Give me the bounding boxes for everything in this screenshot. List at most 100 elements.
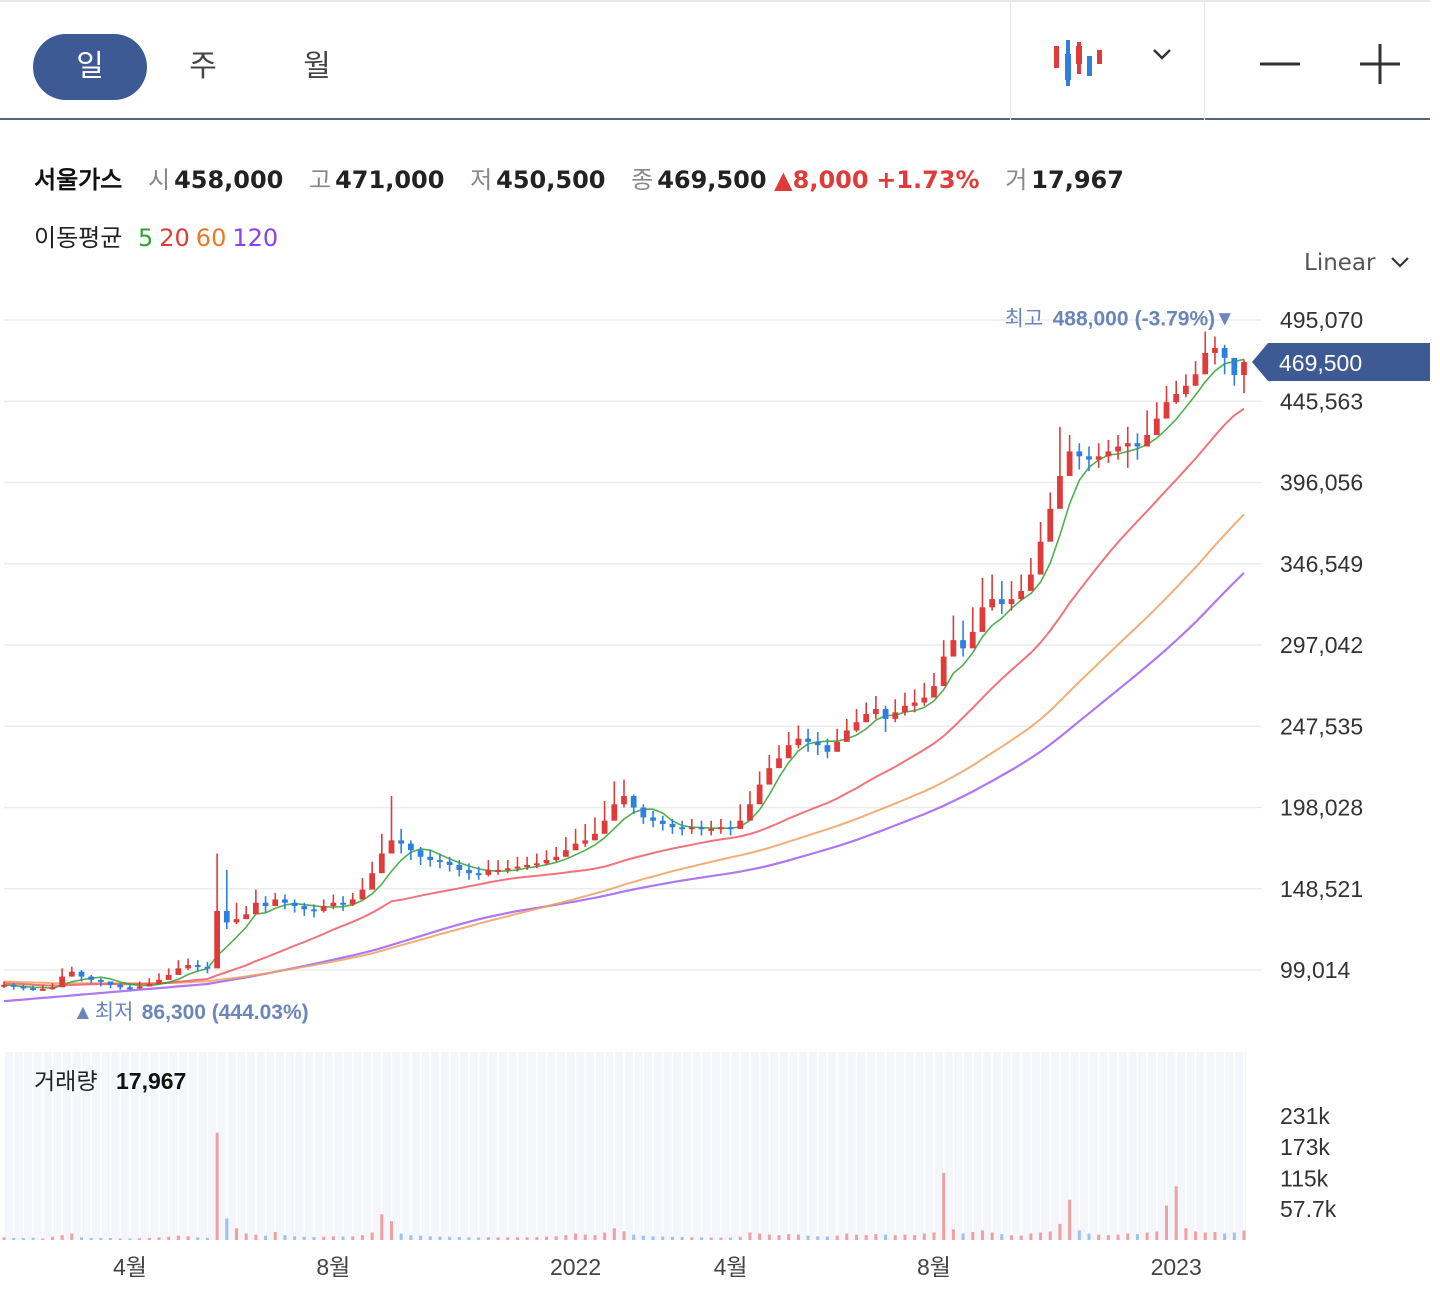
- candle: [843, 718, 850, 742]
- candle-body: [311, 909, 317, 912]
- candle-body: [747, 804, 753, 821]
- candle: [78, 970, 85, 982]
- candle: [378, 833, 385, 874]
- volume-bar: [225, 1218, 229, 1240]
- candle: [1192, 361, 1199, 386]
- volume-bar: [215, 1132, 219, 1240]
- volume-bar: [477, 1237, 481, 1240]
- volume-bar: [467, 1237, 471, 1240]
- candle-body: [495, 869, 501, 872]
- candle-icon[interactable]: [1046, 32, 1106, 92]
- candle: [156, 973, 162, 984]
- volume-bar: [50, 1236, 54, 1240]
- candle-body: [185, 965, 191, 969]
- period-tab[interactable]: 주: [189, 49, 217, 84]
- candle-body: [572, 843, 579, 851]
- chevron-down-icon[interactable]: [1150, 42, 1174, 66]
- candle: [20, 984, 27, 991]
- candle-body: [998, 599, 1005, 605]
- candle-body: [388, 840, 395, 854]
- candle: [1027, 558, 1034, 591]
- volume-bar: [884, 1234, 888, 1240]
- candle: [533, 853, 540, 869]
- volume-bar: [932, 1232, 936, 1240]
- candle: [223, 869, 230, 929]
- candle: [679, 820, 686, 836]
- candle-body: [68, 971, 75, 977]
- period-tab[interactable]: 일: [33, 34, 147, 100]
- candle-body: [262, 902, 269, 907]
- candle-body: [524, 864, 531, 867]
- candle-body: [921, 697, 928, 703]
- candle: [233, 902, 240, 925]
- up-triangle-icon: ▲: [77, 1002, 90, 1021]
- candle: [330, 894, 337, 910]
- candle-body: [320, 906, 327, 911]
- volume-bar: [370, 1232, 374, 1240]
- volume-bar: [583, 1234, 587, 1240]
- plus-icon[interactable]: [1350, 32, 1410, 92]
- candle-body: [630, 796, 637, 808]
- volume-bar: [1232, 1232, 1236, 1240]
- candle-body: [582, 840, 589, 844]
- candle-body: [621, 796, 627, 805]
- volume-bar: [89, 1237, 93, 1240]
- volume-bar: [690, 1237, 694, 1240]
- candle: [262, 896, 269, 913]
- candle-body: [272, 899, 279, 907]
- volume-bar: [496, 1237, 500, 1240]
- candle-body: [1192, 374, 1199, 386]
- volume-tick-label: 57.7k: [1280, 1196, 1337, 1222]
- candle: [1221, 344, 1228, 375]
- volume-bar: [971, 1231, 975, 1240]
- volume-label: 거: [1005, 166, 1028, 194]
- ma20-legend[interactable]: 20: [159, 224, 190, 252]
- candle-body: [1163, 402, 1170, 419]
- candle-body: [553, 856, 560, 861]
- volume-bar: [942, 1172, 946, 1240]
- price-chart[interactable]: 495,070 445,563 396,056 346,549 297,042 247,5…: [0, 280, 1440, 1310]
- scale-selector[interactable]: Linear: [1304, 250, 1411, 276]
- scale-label: Linear: [1304, 250, 1376, 276]
- candle-body: [843, 730, 850, 742]
- candle: [504, 860, 511, 874]
- x-tick-label: 8월: [316, 1254, 350, 1280]
- candle-body: [688, 827, 695, 830]
- ma5-legend[interactable]: 5: [137, 224, 154, 252]
- minus-icon[interactable]: [1250, 32, 1310, 92]
- volume-bar: [612, 1228, 616, 1240]
- candle: [979, 577, 986, 632]
- candle-body: [107, 981, 114, 985]
- candle-body: [1134, 443, 1141, 447]
- volume-bar: [1194, 1231, 1198, 1240]
- ma60-legend[interactable]: 60: [195, 224, 227, 252]
- candle: [960, 620, 966, 657]
- candle-body: [989, 599, 996, 608]
- candle: [1241, 359, 1247, 394]
- volume-bar: [390, 1221, 393, 1240]
- candle: [88, 974, 95, 984]
- candle: [301, 902, 308, 916]
- volume-bar: [574, 1233, 578, 1240]
- candle-body: [514, 866, 521, 869]
- candle: [1086, 446, 1092, 472]
- volume-bar: [535, 1237, 539, 1240]
- volume-bar: [1213, 1231, 1217, 1240]
- candle: [485, 860, 492, 877]
- volume-bar: [235, 1228, 238, 1240]
- volume-bar: [816, 1236, 820, 1240]
- volume-bar: [1126, 1233, 1130, 1240]
- x-tick-label: 4월: [113, 1254, 147, 1280]
- ma120-legend[interactable]: 120: [232, 224, 279, 252]
- candle-body: [456, 864, 463, 870]
- period-tab[interactable]: 월: [303, 49, 331, 84]
- current-price-tag: 469,500: [1252, 342, 1430, 381]
- volume-tick-label: 173k: [1280, 1134, 1330, 1160]
- up-triangle-icon: ▲: [774, 166, 793, 194]
- candle: [708, 820, 715, 836]
- candle: [185, 958, 191, 971]
- volume-bar: [118, 1238, 122, 1240]
- candle-body: [1, 984, 7, 987]
- high-annotation-value: 488,000: [1053, 308, 1129, 331]
- volume-bar: [903, 1234, 907, 1240]
